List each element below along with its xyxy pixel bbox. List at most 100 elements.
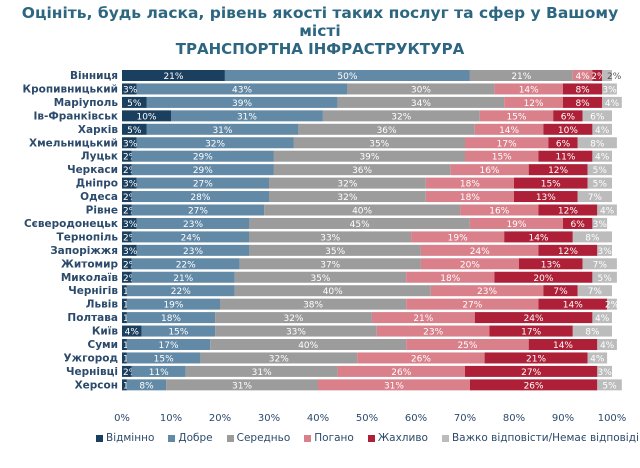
- bar-segment: [264, 204, 461, 216]
- bar-segment: [122, 365, 132, 377]
- data-label: 14%: [553, 341, 573, 351]
- bar-segment: [538, 150, 593, 162]
- data-label: 32%: [205, 139, 225, 149]
- data-label: 22%: [171, 287, 191, 297]
- bar-segment: [298, 123, 475, 135]
- bar-segment: [469, 70, 573, 81]
- bar-segment: [171, 110, 323, 122]
- x-tick-label: 40%: [307, 413, 329, 424]
- bar-segment: [220, 298, 407, 310]
- x-tick-label: 0%: [114, 413, 130, 424]
- category-label: Черкаси: [67, 164, 118, 176]
- bar-segment: [528, 339, 598, 350]
- legend: Відмінно Добре Середньо Погано Жахливо Важко …: [96, 432, 639, 444]
- bar-segment: [122, 271, 132, 283]
- bar-segment: [234, 271, 407, 283]
- data-label: 15%: [506, 112, 526, 122]
- bar-segment: [141, 325, 216, 337]
- data-label: 8%: [585, 233, 600, 243]
- bar-segment: [131, 365, 186, 377]
- data-label: 31%: [237, 112, 257, 122]
- category-label: Чернівці: [66, 366, 118, 378]
- bar-segment: [122, 379, 127, 391]
- bar-segment: [122, 110, 171, 122]
- data-label: 16%: [489, 207, 509, 217]
- data-label: 38%: [303, 301, 323, 311]
- legend-label: Добре: [178, 432, 213, 444]
- data-label: 8%: [590, 139, 605, 149]
- bar-segment: [166, 379, 318, 391]
- data-label: 2%: [591, 72, 606, 82]
- legend-swatch: [441, 434, 449, 442]
- bar-segment: [215, 312, 372, 324]
- category-label: Київ: [92, 326, 119, 338]
- bar-segment: [430, 285, 544, 297]
- data-label: 2%: [123, 260, 138, 270]
- bar-segment: [131, 231, 250, 243]
- data-label: 28%: [190, 193, 210, 203]
- data-label: 26%: [391, 368, 411, 378]
- bar-segment: [538, 204, 598, 216]
- data-label: 13%: [536, 193, 556, 203]
- data-label: 5%: [593, 166, 608, 176]
- bar-segment: [126, 298, 220, 310]
- bar-segment: [597, 244, 612, 256]
- bar-segment: [489, 325, 573, 337]
- data-label: 7%: [593, 260, 608, 270]
- bar-segment: [122, 150, 132, 162]
- bar-segment: [347, 83, 495, 95]
- bar-segment: [122, 96, 147, 108]
- data-label: 30%: [411, 85, 431, 95]
- category-label: Вінниця: [70, 70, 118, 82]
- bar-segment: [592, 150, 612, 162]
- bar-segment: [122, 217, 137, 229]
- category-label: Львів: [86, 299, 119, 311]
- data-label: 3%: [598, 368, 613, 378]
- legend-swatch: [226, 434, 234, 442]
- bar-segment: [420, 244, 539, 256]
- bar-segment: [126, 285, 235, 297]
- data-label: 27%: [188, 207, 208, 217]
- x-tick-label: 50%: [356, 413, 378, 424]
- bar-segment: [484, 352, 588, 364]
- data-label: 2%: [123, 166, 138, 176]
- data-label: 29%: [193, 166, 213, 176]
- legend-label: Середньо: [236, 432, 291, 444]
- data-label: 31%: [384, 381, 404, 391]
- bar-segment: [469, 379, 598, 391]
- data-label: 24%: [470, 247, 490, 257]
- category-label: Чернігів: [68, 285, 118, 297]
- legend-swatch: [367, 434, 375, 442]
- data-label: 15%: [492, 153, 512, 163]
- data-label: 4%: [600, 341, 615, 351]
- bar-segment: [465, 137, 549, 149]
- data-label: 2%: [123, 233, 138, 243]
- bar-segment: [126, 379, 167, 391]
- bar-segment: [126, 352, 201, 364]
- data-label: 21%: [413, 314, 433, 324]
- bar-segment: [577, 191, 612, 203]
- data-label: 40%: [352, 207, 372, 217]
- category-label: Миколаїв: [61, 272, 119, 284]
- data-label: 35%: [369, 139, 389, 149]
- data-label: 23%: [183, 247, 203, 257]
- bar-segment: [607, 298, 617, 310]
- bar-segment: [582, 110, 612, 122]
- data-label: 34%: [411, 99, 431, 109]
- bar-segment: [249, 244, 421, 256]
- data-label: 23%: [183, 220, 203, 230]
- data-label: 4%: [590, 354, 605, 364]
- bar-segment: [406, 298, 539, 310]
- data-label: 4%: [125, 328, 140, 338]
- legend-label: Погано: [314, 432, 354, 444]
- data-label: 14%: [528, 233, 548, 243]
- bar-segment: [122, 298, 127, 310]
- bar-segment: [460, 204, 539, 216]
- bar-segment: [122, 352, 127, 364]
- data-label: 12%: [558, 207, 578, 217]
- data-label: 4%: [595, 153, 610, 163]
- data-label: 27%: [193, 180, 213, 190]
- chart-title: ТРАНСПОРТНА ІНФРАСТРУКТУРА: [175, 40, 465, 58]
- data-label: 32%: [269, 354, 289, 364]
- data-label: 31%: [252, 368, 272, 378]
